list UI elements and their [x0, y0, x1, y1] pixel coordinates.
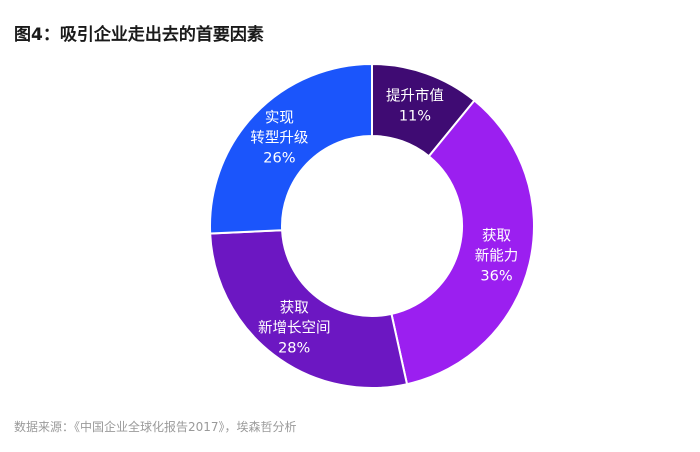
data-source-note: 数据来源：《中国企业全球化报告2017》，埃森哲分析 — [14, 420, 297, 434]
slice-label: 实现转型升级 26% — [250, 110, 308, 167]
slice-name-line: 实现 — [265, 110, 294, 127]
slice-value: 36% — [480, 269, 512, 285]
slice-value: 26% — [263, 151, 295, 167]
slice-name-line: 新能力 — [475, 248, 519, 265]
slice-name-line: 新增长空间 — [258, 320, 331, 337]
slice-label: 获取新能力 36% — [475, 228, 519, 285]
slice-name-line: 获取 — [280, 300, 309, 317]
donut-slice — [390, 99, 535, 386]
slice-value: 28% — [278, 341, 310, 357]
donut-labels: 提升市值 11%获取新能力 36%获取新增长空间 28%实现转型升级 26% — [250, 87, 518, 356]
slice-name-line: 获取 — [482, 228, 511, 245]
slice-name-line: 提升市值 — [386, 87, 444, 104]
chart-title: 图4：吸引企业走出去的首要因素 — [14, 25, 264, 45]
donut-slice — [209, 229, 409, 389]
donut-slices — [209, 62, 535, 389]
slice-value: 11% — [399, 108, 431, 124]
slice-label: 获取新增长空间 28% — [258, 300, 331, 357]
slice-name-line: 转型升级 — [250, 130, 308, 147]
donut-slice — [209, 62, 373, 235]
slice-label: 提升市值 11% — [386, 87, 444, 124]
